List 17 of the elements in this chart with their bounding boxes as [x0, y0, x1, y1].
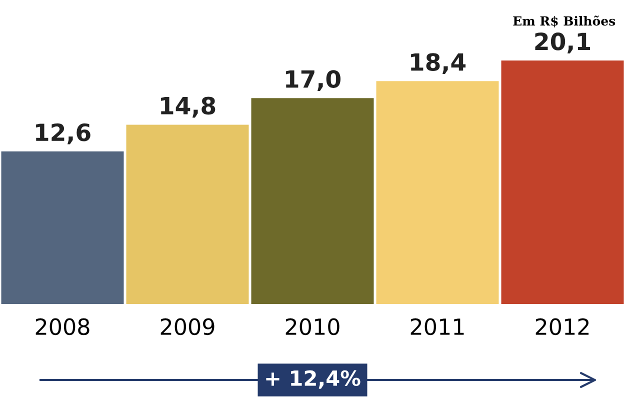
text: + 12,4% [266, 370, 360, 389]
bar [251, 98, 374, 304]
data-label: 14,8 [161, 96, 216, 118]
x-tick-label: 2011 [410, 318, 464, 336]
data-label: 12,6 [36, 123, 90, 144]
x-tick-label: 2012 [536, 318, 589, 336]
bar [501, 60, 624, 304]
bar [1, 151, 124, 304]
x-tick-label: 2008 [36, 318, 90, 336]
data-label: 17,0 [286, 70, 340, 91]
bar [126, 124, 249, 304]
data-label: 18,4 [411, 53, 466, 74]
x-tick-label: 2010 [286, 318, 340, 336]
bar [376, 81, 499, 304]
text: Em R$ Bilhões [513, 16, 616, 28]
data-label: 20,1 [535, 32, 590, 54]
x-tick-label: 2009 [160, 318, 214, 336]
